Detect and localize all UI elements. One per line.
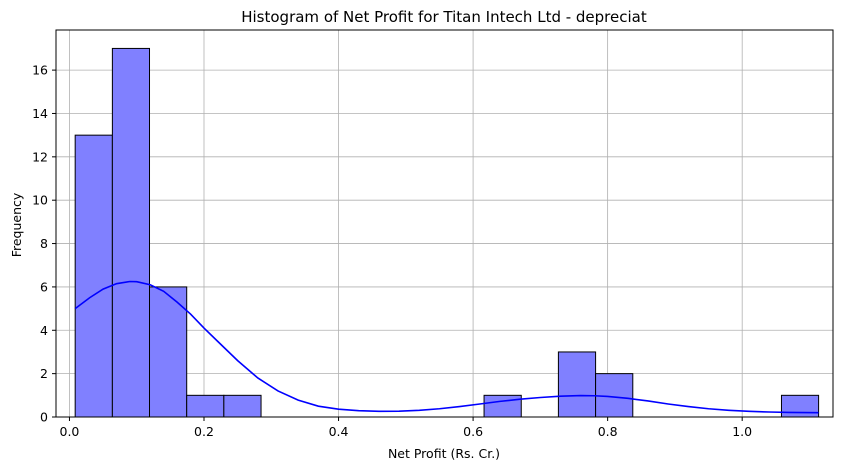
y-axis-ticks: 0 2 4 6 8 10 12 14 16 — [32, 63, 56, 425]
histogram-bars — [74, 47, 820, 418]
histogram-bar — [780, 394, 820, 418]
histogram-bar — [111, 47, 151, 418]
plot-area-frame — [55, 29, 834, 418]
y-tick-label: 12 — [32, 149, 48, 164]
y-tick-label: 6 — [40, 279, 48, 294]
y-tick-label: 10 — [32, 193, 48, 208]
chart-title: Histogram of Net Profit for Titan Intech… — [241, 8, 647, 26]
y-tick-label: 16 — [32, 63, 48, 78]
y-tick-label: 0 — [40, 410, 48, 425]
x-tick-label: 1.0 — [732, 424, 752, 439]
y-tick-label: 4 — [40, 323, 48, 338]
x-tick-label: 0.0 — [60, 424, 80, 439]
histogram-bar — [149, 286, 188, 418]
kde-curve-layer — [74, 280, 819, 414]
histogram-bar — [595, 373, 634, 418]
histogram-bar — [223, 394, 262, 418]
histogram-bar — [74, 134, 113, 418]
histogram-bar — [483, 394, 522, 418]
x-tick-label: 0.4 — [329, 424, 349, 439]
histogram-bar — [557, 351, 597, 418]
y-tick-label: 2 — [40, 366, 48, 381]
y-axis-label: Frequency — [9, 192, 24, 257]
kde-line — [74, 280, 819, 414]
grid-lines — [56, 30, 833, 418]
x-tick-label: 0.6 — [463, 424, 483, 439]
y-tick-label: 14 — [32, 106, 48, 121]
histogram-bar — [186, 394, 225, 418]
x-axis-label: Net Profit (Rs. Cr.) — [388, 446, 500, 461]
y-tick-label: 8 — [40, 236, 48, 251]
x-tick-label: 0.2 — [194, 424, 214, 439]
x-tick-label: 0.8 — [598, 424, 618, 439]
x-axis-ticks: 0.0 0.2 0.4 0.6 0.8 1.0 — [60, 417, 752, 439]
